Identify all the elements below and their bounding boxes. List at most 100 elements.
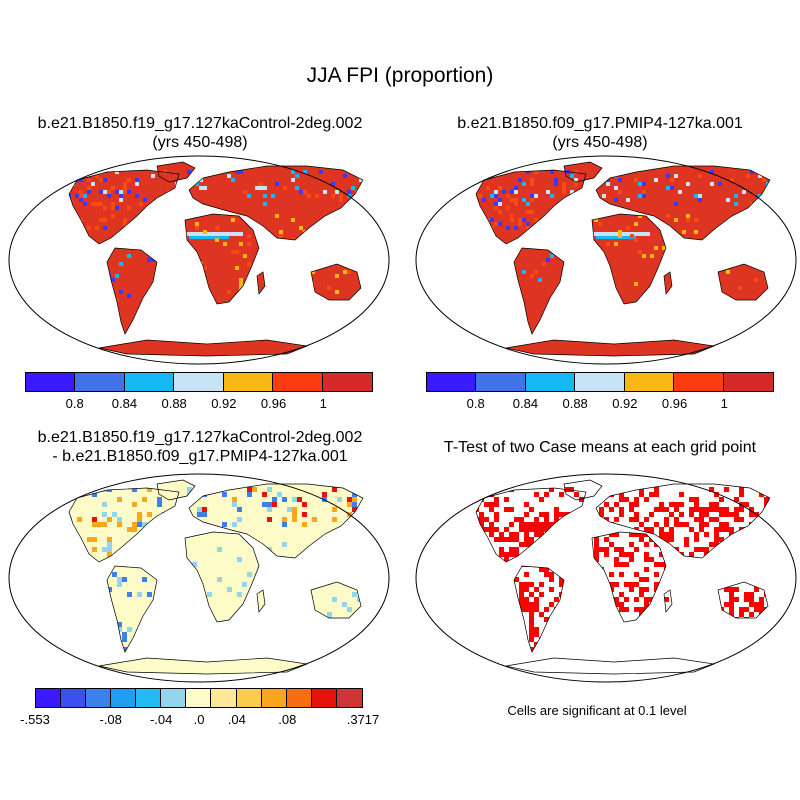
grid-cell [564,642,569,647]
grid-cell [659,552,664,557]
grid-cell [95,174,99,178]
grid-cell [197,512,202,517]
grid-cell [524,572,529,577]
grid-cell [554,557,559,562]
grid-cell [669,537,674,542]
grid-cell [604,552,609,557]
grid-cell [137,557,142,562]
colorbar-difference [35,688,363,708]
grid-cell [604,537,609,542]
grid-cell [554,642,559,647]
grid-cell [694,532,699,537]
grid-cell [79,178,83,182]
grid-cell [107,517,112,522]
grid-cell [764,487,769,492]
grid-cell [659,502,664,507]
grid-cell [123,186,127,190]
grid-cell [642,190,646,194]
grid-cell [292,572,297,577]
grid-cell [137,487,142,492]
colorbar-swatch [174,373,224,391]
grid-cell [115,274,119,278]
grid-cell [634,282,638,286]
grid-cell [519,527,524,532]
grid-cell [242,487,247,492]
grid-cell [498,198,502,202]
grid-cell [589,577,594,582]
grid-cell [107,552,112,557]
grid-cell [559,577,564,582]
grid-cell [754,532,759,537]
grid-cell [279,234,283,238]
colorbar-swatch [236,689,262,707]
grid-cell [746,174,750,178]
grid-cell [594,522,599,527]
grid-cell [599,547,604,552]
grid-cell [634,502,639,507]
grid-cell [544,517,549,522]
grid-cell [749,547,754,552]
grid-cell [644,517,649,522]
grid-cell [579,542,584,547]
grid-cell [257,547,262,552]
grid-cell [634,582,639,587]
grid-cell [594,617,599,622]
grid-cell [624,527,629,532]
panel-title-bottom-right: T-Test of two Case means at each grid po… [400,438,800,457]
grid-cell [132,557,137,562]
grid-cell [509,522,514,527]
grid-cell [187,522,192,527]
grid-cell [714,532,719,537]
grid-cell [544,567,549,572]
land-antarctica [506,340,714,356]
grid-cell [674,218,678,222]
grid-cell [272,497,277,502]
grid-cell [719,527,724,532]
grid-cell [614,602,619,607]
grid-cell [564,602,569,607]
colorbar-swatch [161,689,187,707]
grid-cell [549,627,554,632]
grid-cell [669,547,674,552]
grid-cell [654,522,659,527]
grid-cell [534,602,539,607]
grid-cell [103,226,107,230]
grid-cell [724,527,729,532]
coastline [717,263,769,301]
grid-cell [684,537,689,542]
grid-cell [509,552,514,557]
grid-cell [714,582,719,587]
grid-cell [519,592,524,597]
grid-cell [659,617,664,622]
grid-cell [564,557,569,562]
grid-cell [564,592,569,597]
grid-cell [291,178,295,182]
grid-cell [135,178,139,182]
grid-cell [147,542,152,547]
grid-cell [714,547,719,552]
grid-cell [72,522,77,527]
grid-cell [132,492,137,497]
grid-cell [589,582,594,587]
grid-cell [257,552,262,557]
grid-cell [510,198,514,202]
grid-cell [659,542,664,547]
grid-cell [529,622,534,627]
grid-cell [602,282,606,286]
grid-cell [529,652,534,657]
grid-cell [362,492,363,497]
grid-cell [564,607,569,612]
grid-cell [352,492,357,497]
grid-cell [719,522,724,527]
grid-cell [534,552,539,557]
grid-cell [654,582,659,587]
grid-cell [203,266,207,270]
grid-cell [519,542,524,547]
grid-cell [342,602,347,607]
grid-cell [337,607,342,612]
grid-cell [629,502,634,507]
grid-cell [609,507,614,512]
grid-cell [99,178,103,182]
grid-cell [524,607,529,612]
grid-cell [292,517,297,522]
